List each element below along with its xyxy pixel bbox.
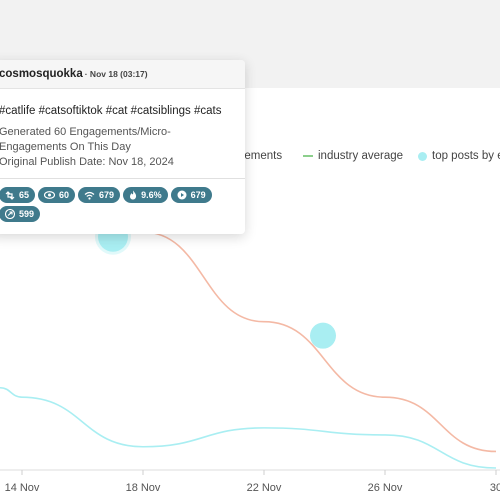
x-tick-label: 30: [489, 482, 500, 494]
tooltip-publish-date: Original Publish Date: Nov 18, 2024: [0, 156, 174, 168]
metric-value: 60: [59, 190, 70, 200]
metric-views-badge: 60: [38, 187, 76, 203]
legend-swatch-top-posts: [418, 151, 427, 161]
legend-item-industry-average[interactable]: industry average: [303, 150, 403, 162]
top-post-marker[interactable]: [310, 322, 336, 349]
metric-value: 679: [99, 190, 115, 200]
repost-icon: [5, 190, 15, 200]
metric-value: 9.6%: [141, 190, 162, 200]
tooltip-engagements-line2: Engagements On This Day: [0, 141, 131, 153]
post-tooltip: cosmosquokka · Nov 18 (03:17) #catlife #…: [0, 60, 245, 234]
metric-reposts-badge: 65: [0, 187, 36, 203]
play-icon: [177, 190, 187, 200]
tooltip-header: cosmosquokka · Nov 18 (03:17): [0, 60, 245, 89]
x-tick-label: 18 Nov: [125, 482, 161, 494]
x-tick-label: 26 Nov: [367, 482, 403, 494]
metric-value: 65: [19, 190, 30, 200]
legend-item-top-posts[interactable]: top posts by e: [418, 150, 500, 162]
tooltip-timestamp: · Nov 18 (03:17): [84, 69, 148, 79]
chart-legend: gements industry average top posts by e: [238, 150, 500, 166]
x-tick-label: 22 Nov: [246, 482, 282, 494]
metric-engagement-rate-badge: 9.6%: [123, 187, 168, 203]
tooltip-username[interactable]: cosmosquokka: [0, 68, 83, 80]
x-tick-label: 14 Nov: [4, 482, 40, 494]
reach-series-line: [0, 386, 497, 469]
legend-label-industry-average: industry average: [318, 150, 404, 162]
tooltip-metrics: 65 60 679 9.6%: [0, 187, 239, 222]
metric-value: 599: [19, 209, 35, 219]
engagements-series-line: [119, 231, 497, 453]
wifi-icon: [84, 191, 95, 200]
legend-item-engagements[interactable]: gements: [238, 150, 282, 162]
legend-label-engagements: gements: [238, 150, 283, 162]
legend-label-top-posts: top posts by e: [432, 150, 500, 162]
tooltip-divider: [0, 178, 245, 179]
eye-icon: [44, 191, 56, 199]
metric-reach-badge: 679: [78, 187, 121, 203]
metric-value: 679: [190, 190, 206, 200]
metric-shares-badge: 599: [0, 206, 41, 222]
share-icon: [5, 209, 15, 219]
legend-swatch-industry-average: [303, 155, 313, 157]
flame-icon: [130, 190, 137, 200]
tooltip-hashtags: #catlife #catsoftiktok #cat #catsiblings…: [0, 105, 222, 117]
metric-plays-badge: 679: [170, 187, 212, 203]
tooltip-engagements-line1: Generated 60 Engagements/Micro-: [0, 126, 171, 138]
